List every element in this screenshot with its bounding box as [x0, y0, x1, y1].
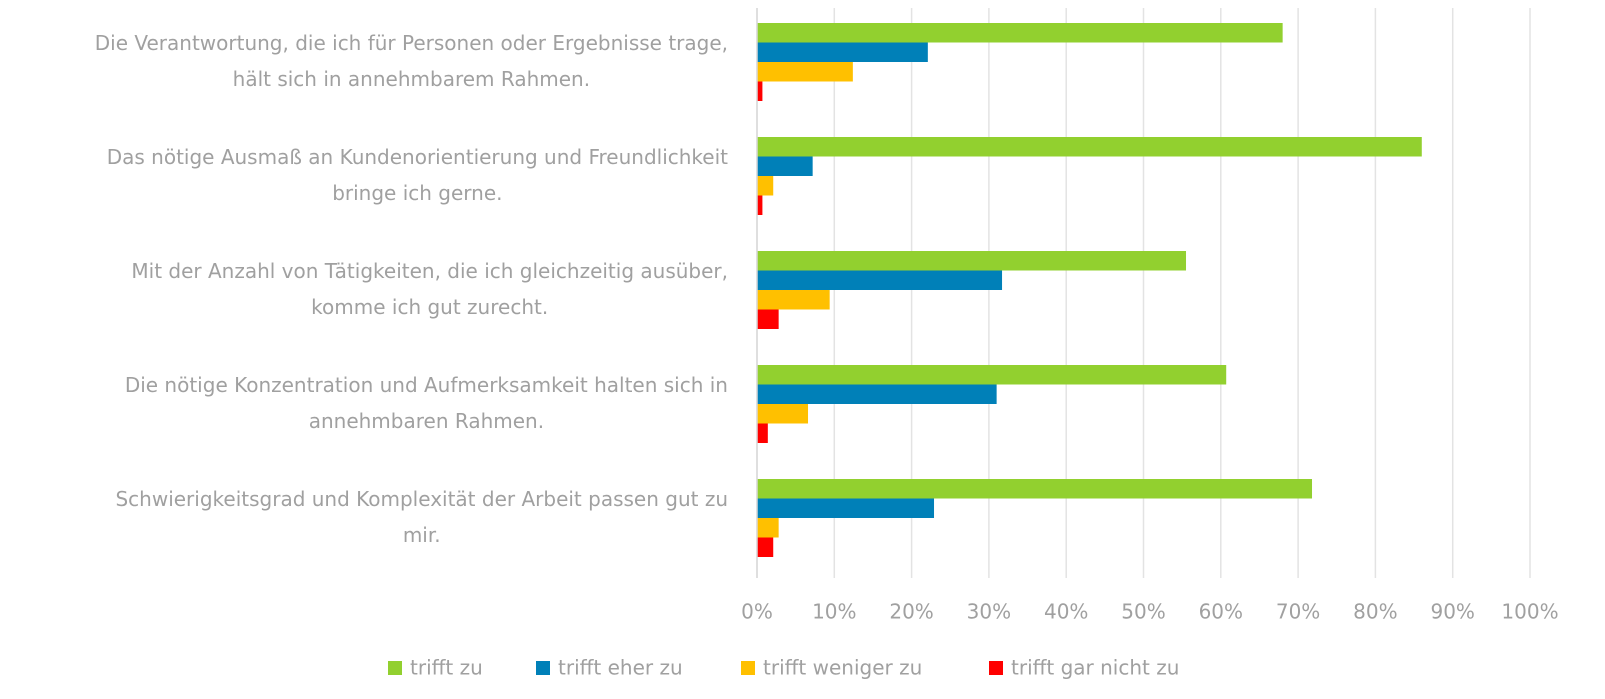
x-tick-label: 30%: [967, 600, 1011, 624]
x-tick-label: 10%: [812, 600, 856, 624]
x-tick-label: 70%: [1276, 600, 1320, 624]
x-tick-label: 40%: [1044, 600, 1088, 624]
legend-swatch: [989, 661, 1003, 675]
bar: [757, 81, 763, 101]
category-label: Das nötige Ausmaß an Kundenorientierung …: [107, 145, 728, 205]
category-label: Die nötige Konzentration und Aufmerksamk…: [125, 373, 728, 433]
bar: [757, 479, 1313, 499]
bar: [757, 270, 1003, 290]
bar: [757, 518, 779, 538]
legend-swatch: [388, 661, 402, 675]
bar: [757, 137, 1422, 157]
x-tick-label: 90%: [1430, 600, 1474, 624]
bar: [757, 365, 1227, 385]
category-label: Mit der Anzahl von Tätigkeiten, die ich …: [131, 259, 728, 319]
x-tick-label: 0%: [741, 600, 773, 624]
category-label: Schwierigkeitsgrad und Komplexität der A…: [115, 487, 728, 547]
legend-swatch: [741, 661, 755, 675]
legend-label: trifft zu: [410, 656, 483, 680]
x-tick-label: 80%: [1353, 600, 1397, 624]
x-tick-label: 100%: [1501, 600, 1558, 624]
bar: [757, 42, 928, 62]
bar: [757, 537, 774, 557]
bar: [757, 156, 813, 176]
bar: [757, 195, 763, 215]
x-tick-label: 60%: [1199, 600, 1243, 624]
bar: [757, 176, 774, 196]
bar: [757, 498, 935, 518]
bar: [757, 290, 830, 310]
bar: [757, 251, 1187, 271]
legend-label: trifft gar nicht zu: [1011, 656, 1179, 680]
x-tick-label: 20%: [889, 600, 933, 624]
legend-label: trifft weniger zu: [763, 656, 922, 680]
x-tick-label: 50%: [1121, 600, 1165, 624]
bar: [757, 384, 997, 404]
legend-swatch: [536, 661, 550, 675]
bar: [757, 309, 779, 329]
bar: [757, 62, 853, 82]
bar: [757, 423, 768, 443]
bar: [757, 23, 1283, 43]
bar: [757, 404, 809, 424]
category-label: Die Verantwortung, die ich für Personen …: [95, 31, 728, 91]
legend-label: trifft eher zu: [558, 656, 683, 680]
